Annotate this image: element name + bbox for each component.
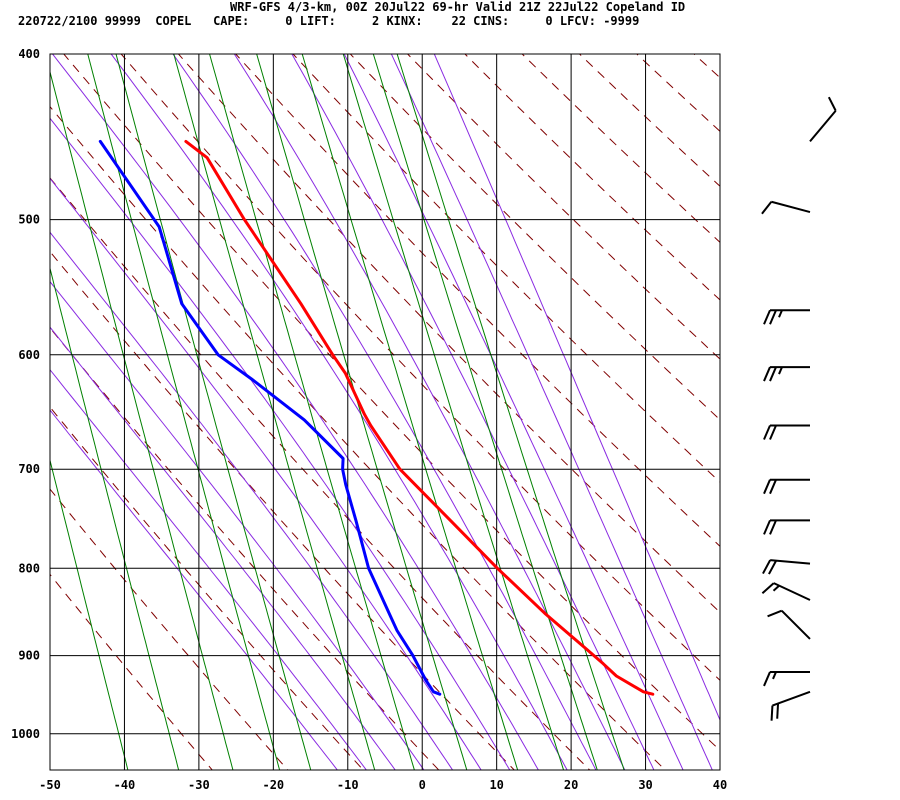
axis-labels: -50 -40 -30 -20 -10 0 10 20 30 40 400 500 600 700 800 9… <box>11 47 727 792</box>
dewpoint-profile-line <box>98 139 442 696</box>
wind-barb <box>763 519 810 535</box>
dry-adiabat-line <box>63 54 720 752</box>
moist-adiabat-line <box>110 54 568 770</box>
mixing-ratio-line <box>256 54 468 770</box>
wind-barb <box>763 670 810 687</box>
x-tick-label: 10 <box>489 778 503 792</box>
wind-barb <box>761 200 811 215</box>
mixing-ratio-line <box>50 266 180 770</box>
y-tick-label: 800 <box>18 561 40 575</box>
mixing-ratio-line <box>209 54 415 770</box>
mixing-ratio-line <box>342 54 565 770</box>
wind-barb <box>763 424 810 440</box>
dry-adiabat-line <box>464 54 720 301</box>
dry-adiabat-line <box>693 54 720 79</box>
mixing-ratio-line <box>396 54 625 770</box>
dry-adiabat-line <box>235 54 720 547</box>
x-tick-label: 20 <box>564 778 578 792</box>
moist-adiabat-line <box>50 326 396 770</box>
moist-adiabat-line <box>50 177 482 770</box>
mixing-ratio-line <box>301 54 519 770</box>
mixing-ratio-line <box>173 54 376 770</box>
mixing-ratio-line <box>115 54 312 770</box>
dry-adiabat-line <box>50 573 213 770</box>
dry-adiabat-line <box>50 327 440 770</box>
wind-barb <box>763 366 810 382</box>
x-tick-label: 30 <box>638 778 652 792</box>
y-tick-label: 700 <box>18 462 40 476</box>
plot-frame <box>49 53 721 771</box>
wind-barb <box>763 478 810 495</box>
wind-barbs <box>761 96 837 721</box>
x-tick-label: -30 <box>188 778 210 792</box>
x-tick-label: 0 <box>419 778 426 792</box>
stability-indices: 220722/2100 99999 COPEL CAPE: 0 LIFT: 2 … <box>18 14 640 28</box>
mixing-ratio-line <box>87 54 281 770</box>
dry-adiabat-line <box>636 54 720 132</box>
mixing-ratio-line <box>50 69 234 770</box>
dry-adiabat-line <box>50 250 515 770</box>
dry-adiabat-line <box>177 54 720 614</box>
moist-adiabat-line <box>233 54 626 770</box>
y-tick-label: 400 <box>18 47 40 61</box>
moist-adiabat-line <box>50 117 511 770</box>
dry-adiabat-line <box>406 54 720 360</box>
y-tick-label: 600 <box>18 348 40 362</box>
temperature-profile-line <box>184 139 655 696</box>
dry-adiabat-line <box>349 54 720 421</box>
x-tick-label: 40 <box>713 778 727 792</box>
y-tick-label: 1000 <box>11 727 40 741</box>
mixing-ratio-line <box>50 458 129 770</box>
moist-adiabat-line <box>50 368 367 770</box>
chart-title: WRF-GFS 4/3-km, 00Z 20Jul22 69-hr Valid … <box>230 0 686 14</box>
dry-adiabat-line <box>120 54 720 682</box>
wind-barb <box>761 582 811 601</box>
x-tick-label: -10 <box>337 778 359 792</box>
wind-barb <box>809 96 837 143</box>
y-tick-label: 500 <box>18 213 40 227</box>
dry-adiabat-line <box>50 488 289 770</box>
wind-barb <box>762 559 811 575</box>
sounding-profiles <box>98 139 655 696</box>
y-tick-label: 900 <box>18 649 40 663</box>
wind-barb <box>770 690 811 721</box>
x-tick-label: -50 <box>39 778 61 792</box>
mixing-ratio-line <box>372 54 598 770</box>
moist-adiabat-line <box>50 280 425 770</box>
moist-adiabat-line <box>433 54 720 722</box>
moist-adiabat-line <box>50 231 454 770</box>
moist-adiabat-line <box>172 54 597 770</box>
moist-adiabat-line <box>291 54 655 770</box>
dry-adiabat-line <box>521 54 720 244</box>
wind-barb <box>763 309 810 325</box>
dry-adiabat-line <box>292 54 720 483</box>
dry-adiabat-line <box>50 406 364 770</box>
moist-adiabat-line <box>390 54 713 770</box>
wind-barb <box>767 609 811 640</box>
background-lines <box>50 54 720 770</box>
moist-adiabat-line <box>50 409 338 770</box>
x-tick-label: -40 <box>114 778 136 792</box>
dry-adiabat-line <box>50 177 591 770</box>
x-tick-label: -20 <box>262 778 284 792</box>
